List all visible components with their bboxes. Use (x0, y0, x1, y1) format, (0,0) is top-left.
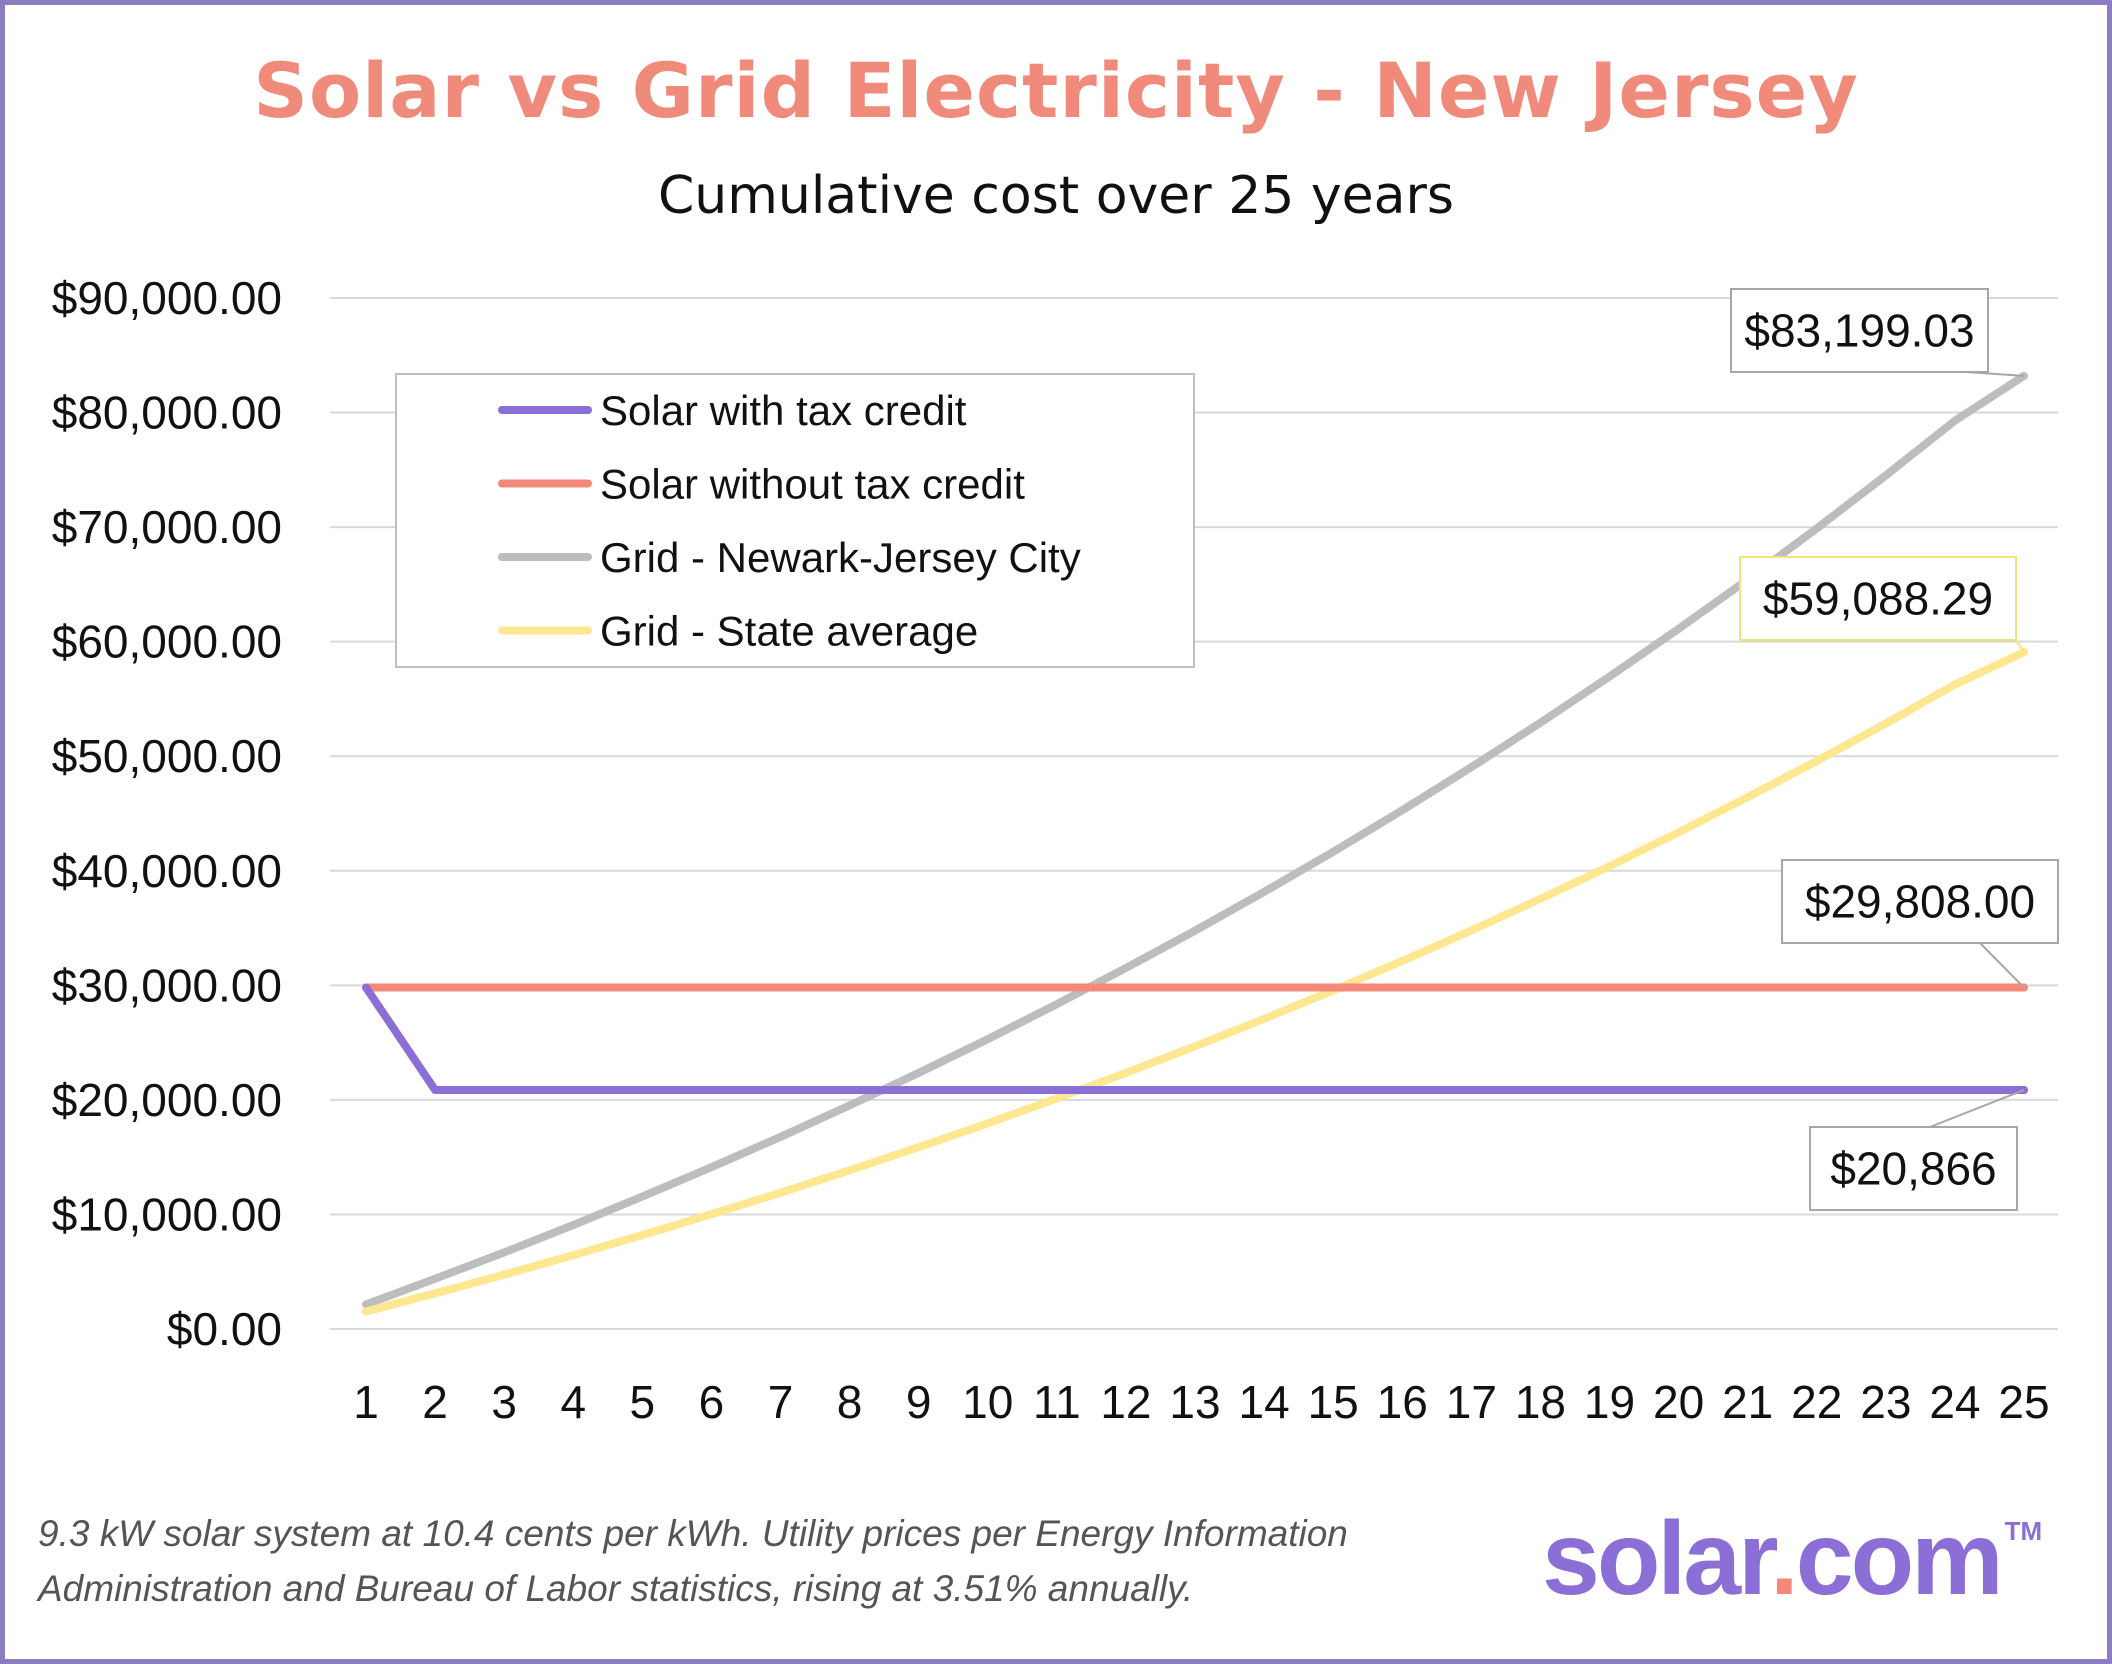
legend-label: Grid - Newark-Jersey City (600, 534, 1081, 581)
x-tick-label: 11 (1033, 1376, 1081, 1428)
legend-box (395, 373, 1195, 668)
x-tick-label: 3 (491, 1376, 517, 1428)
footnote-line-1: 9.3 kW solar system at 10.4 cents per kW… (38, 1513, 1348, 1554)
x-tick-label: 22 (1791, 1376, 1842, 1428)
y-axis-ticks: $0.00 $10,000.00 $20,000.00 $30,000.00 $40,0… (52, 272, 282, 1355)
y-tick-label: $10,000.00 (52, 1188, 282, 1240)
x-tick-label: 9 (906, 1376, 932, 1428)
data-label-box (1809, 1126, 2018, 1211)
x-tick-label: 23 (1860, 1376, 1911, 1428)
legend-label: Solar with tax credit (600, 387, 967, 434)
y-tick-label: $40,000.00 (52, 845, 282, 897)
data-label-leader (1929, 1089, 2025, 1128)
x-tick-label: 21 (1722, 1376, 1773, 1428)
data-label-leader (1979, 942, 2025, 989)
logo-trademark: TM (2004, 1516, 2043, 1546)
x-tick-label: 8 (837, 1376, 863, 1428)
legend-label: Grid - State average (600, 608, 978, 655)
data-label: $59,088.29 (1763, 573, 1993, 625)
data-label-box (1739, 556, 2017, 641)
solar-com-logo: solar.com TM (1542, 1500, 2042, 1619)
chart-subtitle: Cumulative cost over 25 years (657, 166, 1455, 226)
x-tick-label: 24 (1929, 1376, 1980, 1428)
x-tick-label: 13 (1169, 1376, 1220, 1428)
x-tick-label: 18 (1515, 1376, 1566, 1428)
y-tick-label: $90,000.00 (52, 272, 282, 324)
x-tick-label: 16 (1377, 1376, 1428, 1428)
x-tick-label: 12 (1100, 1376, 1151, 1428)
footnote-line-2: Administration and Bureau of Labor stati… (38, 1568, 1194, 1609)
x-tick-label: 6 (699, 1376, 725, 1428)
x-tick-label: 4 (560, 1376, 586, 1428)
data-label: $20,866 (1830, 1143, 1996, 1195)
y-tick-label: $0.00 (167, 1303, 282, 1355)
footnote: 9.3 kW solar system at 10.4 cents per kW… (38, 1506, 1538, 1616)
logo-text-solar: solar (1542, 1501, 1773, 1617)
legend-label: Solar without tax credit (600, 461, 1025, 508)
data-label-box (1730, 288, 1989, 373)
x-tick-label: 15 (1308, 1376, 1359, 1428)
y-tick-label: $60,000.00 (52, 616, 282, 668)
series-line-1 (362, 983, 2028, 1094)
x-tick-label: 20 (1653, 1376, 1704, 1428)
series-line-4 (362, 648, 2028, 1316)
x-tick-label: 19 (1584, 1376, 1635, 1428)
x-axis-ticks: 1 2 3 4 5 6 7 8 9 10 11 12 13 14 15 16 17 18 19 20 21 22 23 24 2… (353, 1376, 2049, 1428)
y-tick-label: $50,000.00 (52, 730, 282, 782)
data-label-leader (2015, 639, 2025, 653)
x-tick-label: 25 (1998, 1376, 2049, 1428)
y-tick-label: $70,000.00 (52, 501, 282, 553)
x-tick-label: 2 (422, 1376, 448, 1428)
data-label-box (1781, 859, 2059, 944)
data-labels: $83,199.03 $59,088.29 $29,808.00 $20,866 (1730, 288, 2059, 1211)
data-label: $29,808.00 (1805, 876, 2035, 928)
x-tick-label: 1 (353, 1376, 379, 1428)
legend: Solar with tax credit Solar without tax c… (395, 373, 1195, 668)
y-tick-label: $80,000.00 (52, 387, 282, 439)
line-chart: $0.00 $10,000.00 $20,000.00 $30,000.00 $40,0… (52, 272, 2059, 1428)
data-label: $83,199.03 (1744, 305, 1974, 357)
x-tick-label: 10 (962, 1376, 1013, 1428)
x-tick-label: 17 (1446, 1376, 1497, 1428)
chart-title: Solar vs Grid Electricity - New Jersey (253, 46, 1859, 135)
y-tick-label: $30,000.00 (52, 959, 282, 1011)
y-tick-label: $20,000.00 (52, 1074, 282, 1126)
x-tick-label: 7 (768, 1376, 794, 1428)
logo-dot: . (1769, 1501, 1799, 1617)
x-tick-label: 14 (1238, 1376, 1289, 1428)
logo-text-com: com (1795, 1501, 2004, 1617)
x-tick-label: 5 (630, 1376, 656, 1428)
